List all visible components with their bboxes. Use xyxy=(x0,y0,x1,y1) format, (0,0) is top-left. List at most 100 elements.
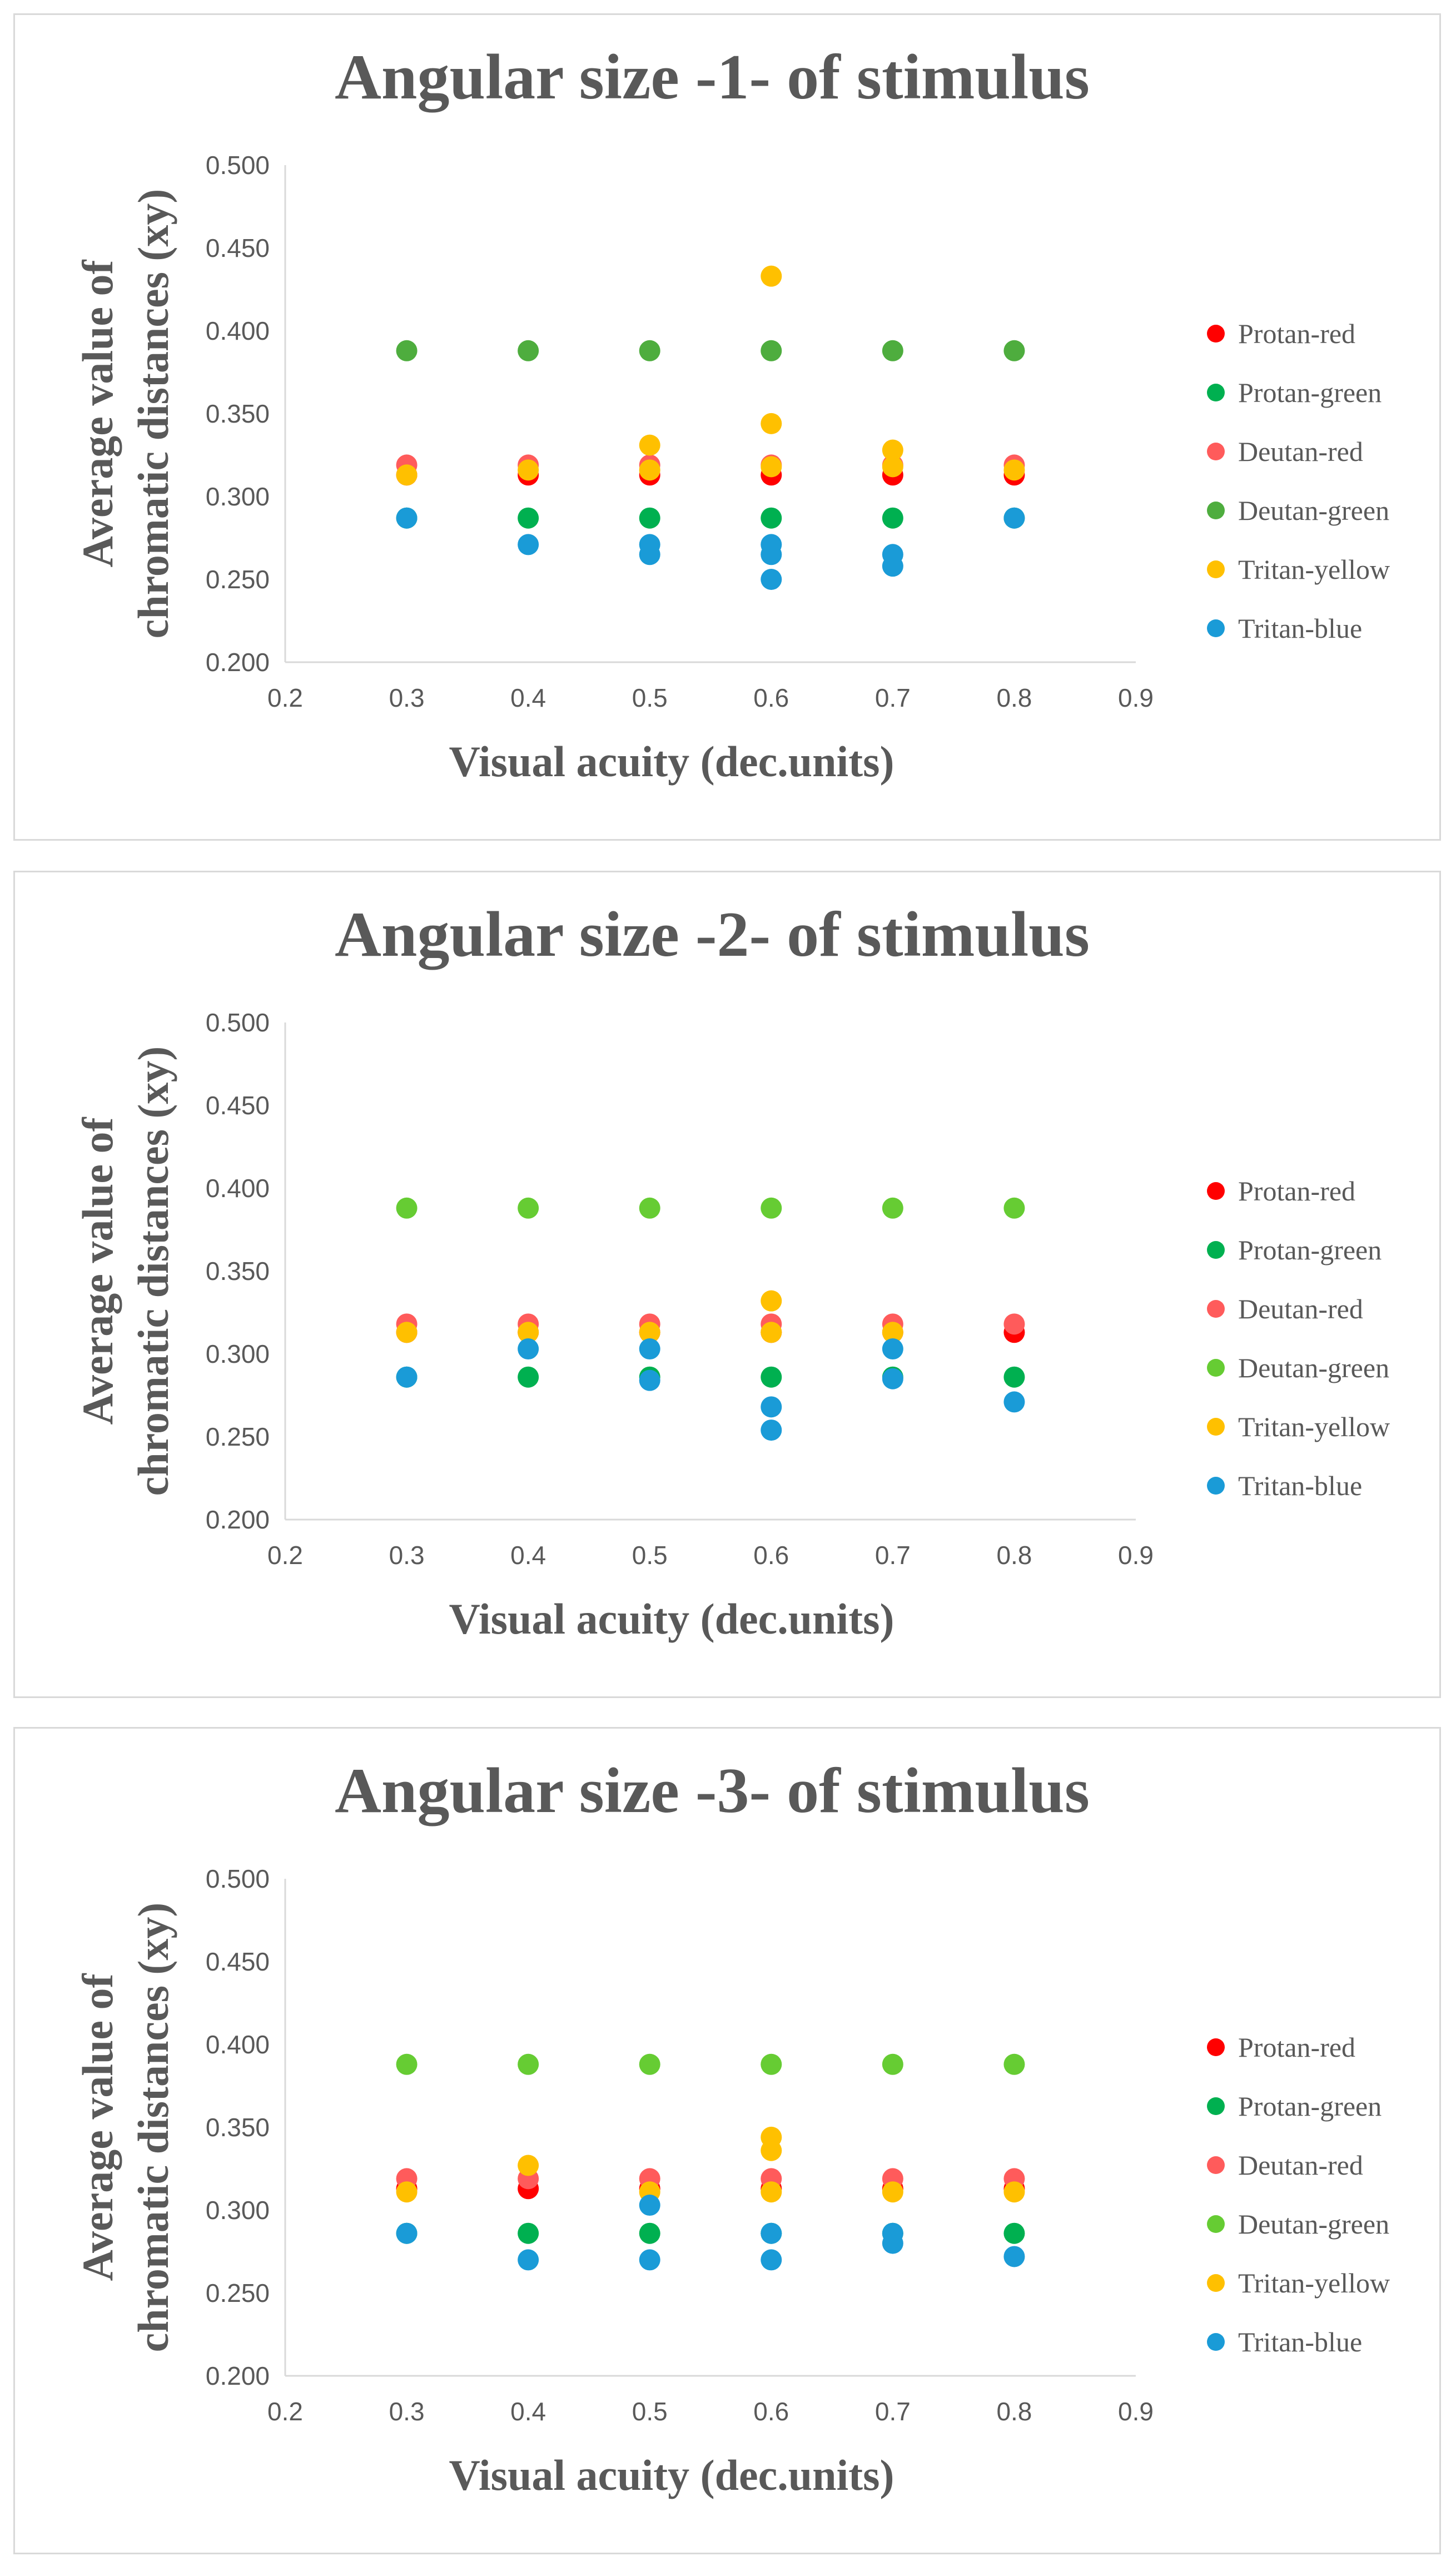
point-tritan-yellow xyxy=(882,1322,903,1343)
point-tritan-yellow xyxy=(518,459,539,481)
legend-marker xyxy=(1207,1359,1225,1377)
point-tritan-blue xyxy=(396,1366,418,1388)
point-deutan-green xyxy=(761,340,782,361)
y-tick-label: 0.500 xyxy=(206,1864,270,1893)
point-tritan-blue xyxy=(761,2249,782,2271)
point-protan-green xyxy=(882,507,903,529)
y-tick-label: 0.450 xyxy=(206,234,270,262)
point-tritan-yellow xyxy=(882,439,903,461)
point-tritan-blue xyxy=(761,569,782,590)
point-tritan-blue xyxy=(639,534,660,555)
point-tritan-blue xyxy=(518,2249,539,2271)
point-tritan-blue xyxy=(639,2249,660,2271)
x-tick-label: 0.5 xyxy=(632,2397,668,2426)
point-tritan-yellow xyxy=(761,1322,782,1343)
point-deutan-green xyxy=(761,1197,782,1219)
chart-panel-3: Angular size -3- of stimulus 0.200 0.250 0.… xyxy=(13,1727,1441,2554)
y-axis-title-line: Average value of xyxy=(73,1116,122,1425)
legend-label: Protan-red xyxy=(1238,1175,1355,1207)
legend-label: Protan-red xyxy=(1238,2032,1355,2063)
point-tritan-yellow xyxy=(518,1322,539,1343)
point-deutan-green xyxy=(396,1197,418,1219)
legend-marker xyxy=(1207,384,1225,401)
y-tick-label: 0.350 xyxy=(206,399,270,428)
x-axis-title: Visual acuity (dec.units) xyxy=(449,1595,895,1643)
x-tick-label: 0.3 xyxy=(389,2397,425,2426)
legend-marker xyxy=(1207,2038,1225,2056)
point-tritan-yellow xyxy=(761,265,782,287)
point-deutan-green xyxy=(518,340,539,361)
point-deutan-green xyxy=(761,2053,782,2075)
y-tick-label: 0.250 xyxy=(206,2279,270,2307)
legend-label: Tritan-blue xyxy=(1238,613,1362,644)
point-tritan-yellow xyxy=(1003,2181,1025,2203)
legend-marker xyxy=(1207,2156,1225,2174)
x-tick-label: 0.8 xyxy=(996,1541,1032,1570)
point-deutan-green xyxy=(639,2053,660,2075)
y-tick-label: 0.300 xyxy=(206,1339,270,1368)
y-axis-title-line: Average value of xyxy=(73,1973,122,2281)
x-tick-label: 0.8 xyxy=(996,2397,1032,2426)
chart-title: Angular size -2- of stimulus xyxy=(335,899,1090,970)
point-protan-green xyxy=(639,507,660,529)
x-tick-label: 0.5 xyxy=(632,1541,668,1570)
point-tritan-blue xyxy=(882,2222,903,2244)
legend-marker xyxy=(1207,2215,1225,2233)
legend-marker xyxy=(1207,2097,1225,2115)
point-tritan-blue xyxy=(639,1338,660,1360)
legend-label: Tritan-yellow xyxy=(1238,1411,1390,1442)
legend-label: Tritan-yellow xyxy=(1238,554,1390,585)
point-protan-green xyxy=(639,2222,660,2244)
point-tritan-blue xyxy=(396,2222,418,2244)
point-tritan-blue xyxy=(761,1396,782,1418)
point-deutan-green xyxy=(1003,340,1025,361)
point-protan-green xyxy=(761,1366,782,1388)
legend-marker xyxy=(1207,1241,1225,1259)
x-tick-label: 0.4 xyxy=(510,2397,546,2426)
legend-marker xyxy=(1207,560,1225,578)
point-tritan-yellow xyxy=(518,2155,539,2176)
x-tick-label: 0.4 xyxy=(510,1541,546,1570)
point-deutan-green xyxy=(518,2053,539,2075)
point-tritan-yellow xyxy=(396,2181,418,2203)
legend-label: Protan-green xyxy=(1238,377,1382,408)
point-tritan-yellow xyxy=(761,456,782,478)
y-tick-label: 0.200 xyxy=(206,648,270,677)
legend-marker xyxy=(1207,443,1225,460)
y-tick-label: 0.250 xyxy=(206,1422,270,1451)
x-axis-title: Visual acuity (dec.units) xyxy=(449,737,895,786)
point-tritan-blue xyxy=(396,507,418,529)
x-tick-label: 0.9 xyxy=(1118,2397,1154,2426)
x-tick-label: 0.9 xyxy=(1118,683,1154,712)
point-tritan-yellow xyxy=(639,459,660,481)
y-tick-label: 0.400 xyxy=(206,316,270,345)
point-tritan-yellow xyxy=(396,1322,418,1343)
legend-marker xyxy=(1207,325,1225,343)
point-tritan-blue xyxy=(882,544,903,565)
x-tick-label: 0.6 xyxy=(753,1541,789,1570)
legend-label: Protan-red xyxy=(1238,318,1355,349)
point-deutan-green xyxy=(639,340,660,361)
x-tick-label: 0.5 xyxy=(632,683,668,712)
x-tick-label: 0.4 xyxy=(510,683,546,712)
legend-label: Tritan-blue xyxy=(1238,1470,1362,1501)
point-tritan-yellow xyxy=(1003,459,1025,481)
point-tritan-yellow xyxy=(761,413,782,434)
point-deutan-green xyxy=(396,340,418,361)
point-tritan-blue xyxy=(1003,507,1025,529)
point-protan-green xyxy=(518,2222,539,2244)
legend-marker xyxy=(1207,2274,1225,2292)
legend-label: Deutan-red xyxy=(1238,2150,1363,2181)
x-tick-label: 0.3 xyxy=(389,683,425,712)
point-tritan-yellow xyxy=(761,2181,782,2203)
y-axis-title-line: chromatic distances (xy) xyxy=(129,189,177,639)
legend-label: Protan-green xyxy=(1238,1234,1382,1265)
point-tritan-blue xyxy=(1003,1391,1025,1413)
point-protan-green xyxy=(1003,2222,1025,2244)
x-tick-label: 0.9 xyxy=(1118,1541,1154,1570)
point-tritan-yellow xyxy=(761,2126,782,2148)
legend-label: Deutan-green xyxy=(1238,495,1389,526)
y-tick-label: 0.450 xyxy=(206,1947,270,1976)
y-tick-label: 0.350 xyxy=(206,2113,270,2142)
legend-marker xyxy=(1207,2333,1225,2351)
